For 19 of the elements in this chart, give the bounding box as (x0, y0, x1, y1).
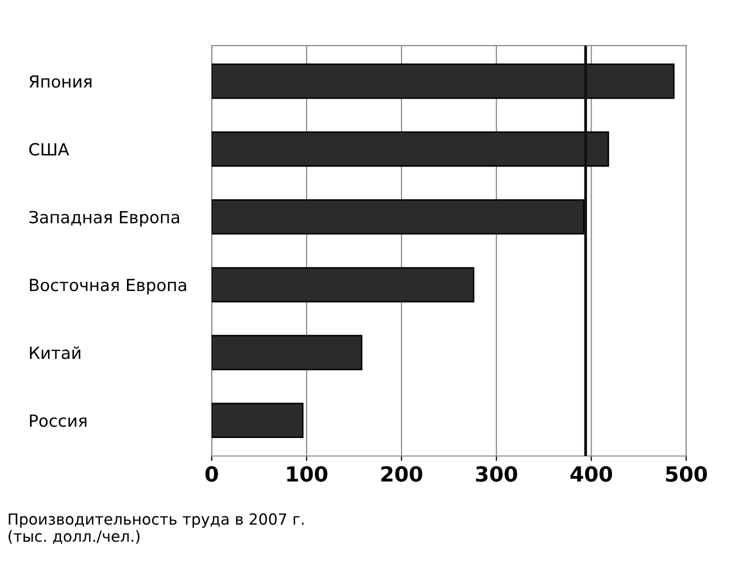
x-tick-label: 500 (666, 466, 707, 482)
y-tick-label: США (29, 143, 70, 156)
y-tick-label: Западная Европа (29, 210, 180, 227)
y-tick-label: Китай (30, 346, 80, 360)
y-tick-label: Восточная Европа (30, 278, 186, 295)
y-tick-label: Япония (29, 75, 92, 88)
x-tick-label: 400 (570, 466, 612, 482)
y-tick-label: Россия (30, 414, 86, 427)
x-tick-label: 0 (205, 466, 218, 482)
x-tick-label: 200 (381, 466, 422, 482)
bar (212, 334, 362, 370)
text: Производительность труда в 2007 г. (тыс. долл./чел.) (8, 513, 304, 544)
x-tick-label: 100 (287, 466, 328, 482)
bar (212, 267, 474, 302)
bar (212, 131, 610, 167)
x-tick-label: 300 (476, 466, 518, 482)
bar (212, 64, 675, 99)
bar (212, 199, 584, 235)
bar (212, 402, 304, 438)
